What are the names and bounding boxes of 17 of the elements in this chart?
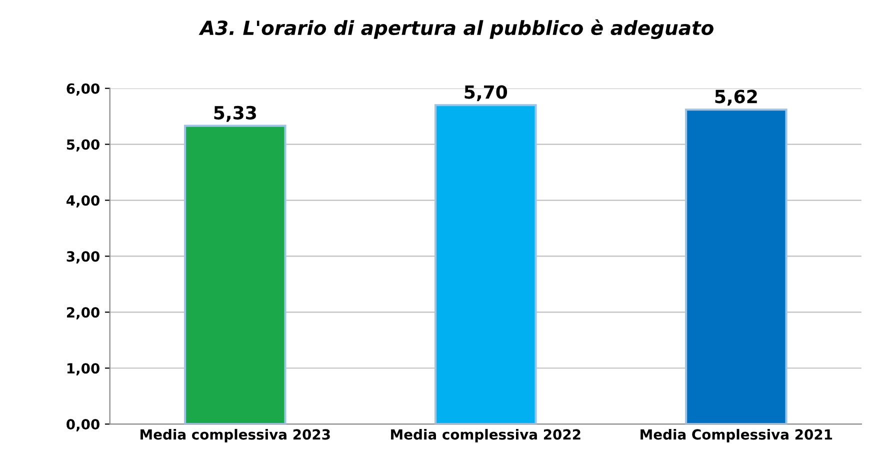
- y-tick-label: 1,00: [67, 363, 100, 376]
- x-tick-label: Media Complessiva 2021: [640, 428, 832, 442]
- chart-title: A3. L'orario di apertura al pubblico è adeguato: [198, 19, 714, 40]
- y-tick-label: 0,00: [66, 419, 100, 432]
- data-label: 5,62: [715, 90, 757, 106]
- y-tick-label: 5,00: [66, 139, 100, 152]
- x-tick-label: Media complessiva 2022: [391, 428, 580, 442]
- y-tick-label: 4,00: [66, 195, 100, 208]
- data-label: 5,33: [214, 106, 256, 122]
- bar: [434, 104, 537, 424]
- x-tick-label: Media complessiva 2023: [140, 428, 330, 442]
- y-tick-label: 6,00: [66, 83, 100, 96]
- y-tick-label: 2,00: [66, 307, 100, 320]
- bar: [184, 124, 286, 424]
- y-tick-label: 3,00: [66, 251, 100, 264]
- bar: [685, 108, 788, 424]
- data-label: 5,70: [464, 85, 508, 102]
